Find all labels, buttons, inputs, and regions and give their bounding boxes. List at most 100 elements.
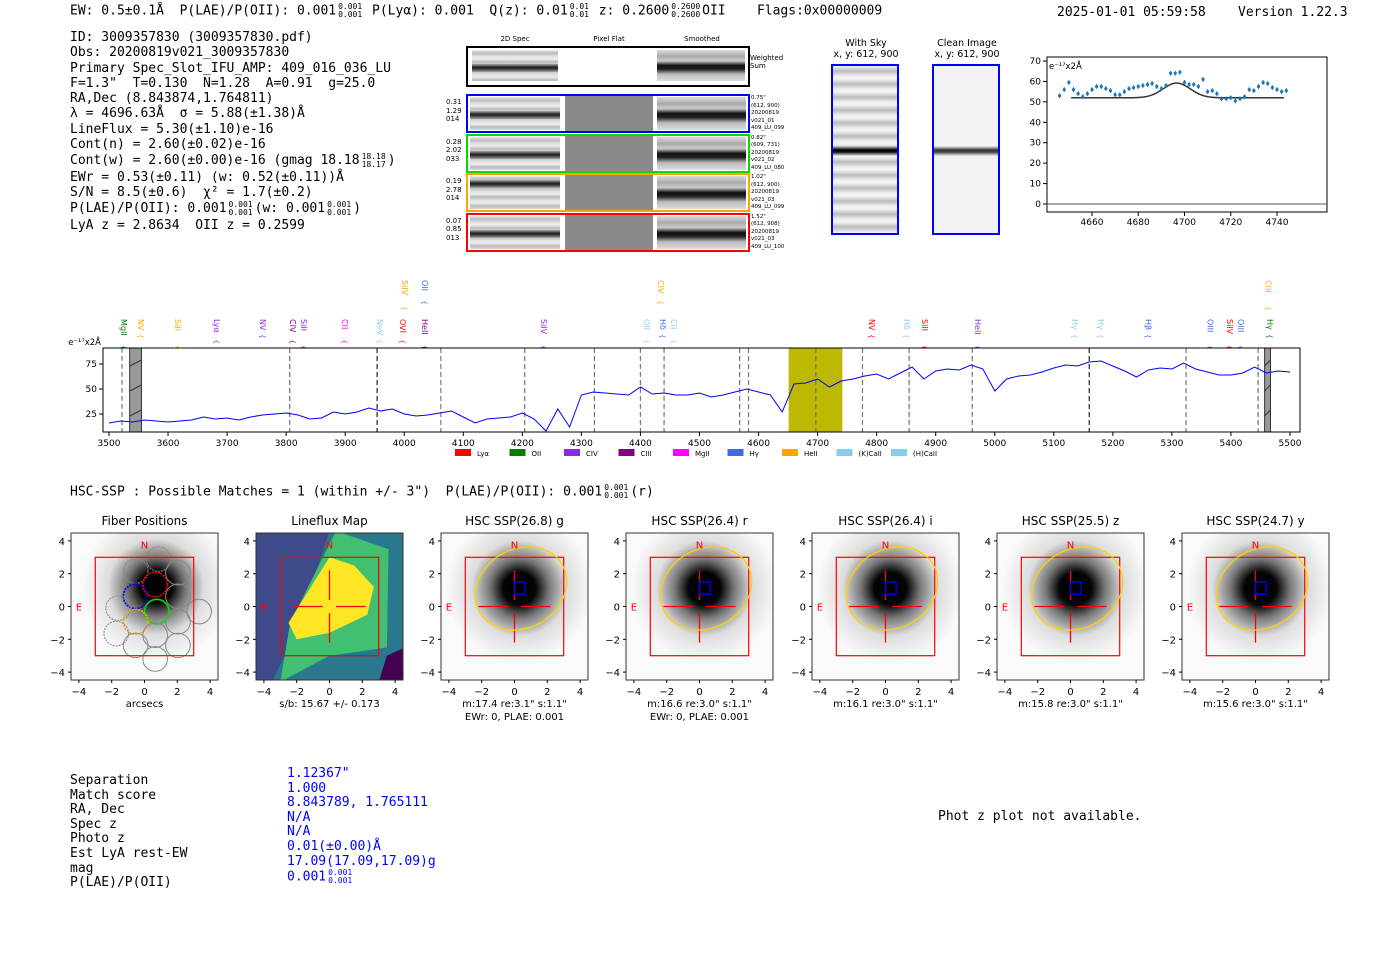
aperture-box <box>279 556 380 657</box>
x-tick-label: 5000 <box>983 439 1006 449</box>
text-segment: λ = 4696.63Å σ = 5.88(±1.38)Å <box>70 106 305 122</box>
bracket-icon: { <box>173 345 181 349</box>
fiber-circle <box>186 598 212 625</box>
point-marker <box>1095 84 1099 89</box>
data-point <box>1247 87 1251 93</box>
line-name: SiII <box>299 319 308 331</box>
line-id-label: Lyα { <box>212 319 221 344</box>
text-segment: Cont(n) = 2.60(±0.02)e-16 <box>70 137 266 153</box>
aperture-box <box>649 556 750 657</box>
data-point <box>1173 70 1177 76</box>
point-marker <box>1192 82 1196 87</box>
line-name: CII <box>340 319 349 329</box>
info-line: LineFlux = 5.30(±1.10)e-16 <box>70 122 396 137</box>
y-tick-label: 2 <box>244 570 250 581</box>
line-name: SiII <box>920 319 929 331</box>
line-id-label: CII { <box>340 319 349 344</box>
point-marker <box>1058 94 1062 98</box>
aperture-ellipse <box>1030 546 1124 631</box>
line-name: SiIV <box>1225 319 1234 335</box>
bracket-icon: { <box>212 340 220 344</box>
flux-contour <box>379 648 403 680</box>
header-summary: EW: 0.5±0.1Å P(LAE)/P(OII): 0.001 0.001 0.… <box>70 3 882 19</box>
plot-frame <box>102 347 1301 433</box>
y-tick-label: −4 <box>50 668 65 679</box>
x-tick-label: 4000 <box>393 439 416 449</box>
error-bounds: 0.01 0.01 <box>570 3 589 19</box>
aperture-box <box>1205 556 1306 657</box>
panel-title: Fiber Positions <box>101 514 187 528</box>
data-point <box>1108 88 1113 94</box>
text-segment: P(LAE)/P(OII): 0.001 <box>70 201 227 217</box>
cutout-title: With Sky <box>845 38 887 49</box>
trace <box>470 150 560 159</box>
text-segment: (r) <box>630 484 654 500</box>
line-id-label: SiII { <box>173 319 182 349</box>
error-bounds: 0.001 0.001 <box>228 199 253 217</box>
point-marker <box>1196 84 1200 89</box>
data-point <box>1266 81 1270 86</box>
x-tick-label: 5300 <box>1160 439 1183 449</box>
east-label: E <box>1002 603 1008 614</box>
info-line: S/N = 8.5(±0.6) χ² = 1.7(±0.2) <box>70 185 396 200</box>
y-tick-label: −2 <box>791 635 806 646</box>
upper-bound: 18.18 <box>361 151 386 161</box>
line-name: NV <box>136 319 145 331</box>
line-name: Hγ <box>1096 319 1105 330</box>
data-point <box>1127 86 1131 92</box>
error-bounds: 0.001 0.001 <box>604 484 628 500</box>
point-marker <box>1090 88 1094 92</box>
point-marker <box>1238 97 1242 101</box>
x-tick-label: 4 <box>392 687 398 698</box>
text-segment: ID: 3009357830 (3009357830.pdf) <box>70 30 313 45</box>
point-marker <box>1150 81 1154 86</box>
legend-item: Lyα <box>455 449 489 458</box>
y-tick-label: 40 <box>1030 118 1042 128</box>
upper-bound: 0.001 <box>228 199 253 209</box>
unit-label: e⁻¹⁷x2Å <box>1049 60 1082 72</box>
legend-item: OII <box>509 449 541 458</box>
legend-item: HeII <box>782 449 818 458</box>
fiber-circle <box>145 546 172 572</box>
data-point <box>1076 91 1080 97</box>
catalog-match-marker <box>698 581 711 595</box>
fiber-row-stats: 0.31 1.29 014 <box>446 98 462 123</box>
panel-title: HSC SSP(24.7) y <box>1206 514 1304 528</box>
point-marker <box>1155 84 1159 89</box>
pixel-flat-image <box>565 214 653 250</box>
data-point <box>1141 83 1145 88</box>
x-tick-label: 3900 <box>334 439 357 449</box>
line-name: OIII <box>1205 319 1214 332</box>
x-tick-label: 2 <box>1285 687 1291 698</box>
x-tick-label: 3800 <box>275 439 298 449</box>
data-point <box>1284 88 1288 94</box>
aperture-box <box>1020 556 1121 657</box>
bracket-icon: { <box>420 345 428 349</box>
match-field-value: 1.12367" <box>287 766 350 781</box>
bracket-icon: { <box>656 301 664 305</box>
source-blob <box>630 533 773 663</box>
line-name: SiII <box>173 319 182 331</box>
east-label: E <box>446 603 452 614</box>
line-id-label: Hδ { <box>658 319 667 338</box>
x-tick-label: 4500 <box>688 439 711 449</box>
phot-z-message: Phot z plot not available. <box>938 809 1142 824</box>
match-field-value: N/A <box>287 809 311 825</box>
y-tick-label: 0 <box>244 603 250 614</box>
fiber-circle <box>165 632 191 659</box>
point-marker <box>1067 80 1071 85</box>
x-tick-label: 4800 <box>865 439 888 449</box>
x-tick-label: −4 <box>257 687 272 698</box>
hatch <box>129 384 142 392</box>
source-blob <box>1186 533 1329 663</box>
catalog-match-marker <box>1069 581 1082 595</box>
point-marker <box>1215 92 1219 96</box>
fiber-2d-image <box>470 176 560 209</box>
x-tick-label: 0 <box>511 687 517 698</box>
point-marker <box>1062 88 1066 92</box>
point-marker <box>1247 88 1251 92</box>
data-point <box>1122 89 1126 95</box>
match-field-value: 8.843789, 1.765111 <box>287 795 428 811</box>
data-point <box>1118 92 1122 98</box>
text-segment: Primary Spec_Slot_IFU_AMP: 409_016_036_L… <box>70 60 391 76</box>
